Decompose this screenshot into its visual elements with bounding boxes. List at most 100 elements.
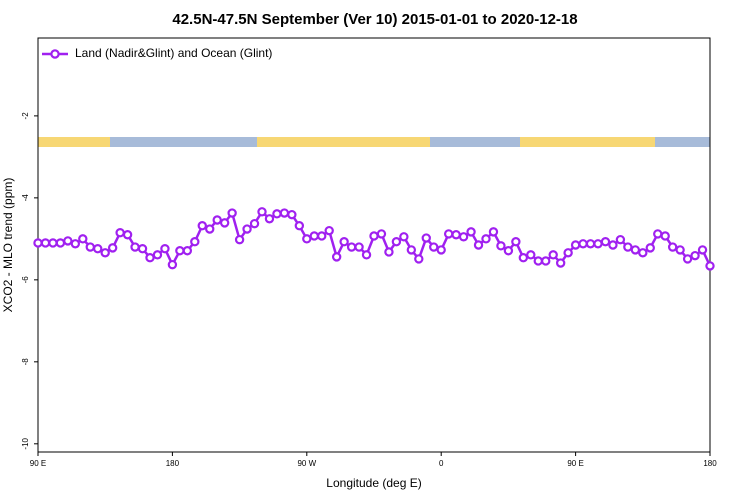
data-point [690,250,700,261]
data-point [55,238,66,248]
data-point [152,250,163,260]
land-ocean-strip [38,137,710,147]
data-point [361,250,372,260]
x-tick-label: 0 [439,459,444,468]
data-point [481,234,491,244]
y-tick-label: -2 [21,112,30,120]
data-point [122,230,133,240]
x-axis-label: Longitude (deg E) [326,476,421,490]
data-point [309,231,319,241]
data-point [376,229,387,239]
chart-title: 42.5N-47.5N September (Ver 10) 2015-01-0… [172,11,577,28]
x-tick-label: 90 E [567,459,583,468]
data-point [384,247,394,257]
data-point [675,245,685,255]
data-point [518,253,529,263]
data-point [511,237,521,247]
data-point [205,224,215,234]
data-point [197,221,207,231]
data-point [182,246,193,256]
data-point [145,253,155,263]
data-point [107,243,118,253]
legend-entry: Land (Nadir&Glint) and Ocean (Glint) [42,46,272,60]
data-point [257,207,267,217]
data-point [346,242,357,252]
data-point [429,242,439,252]
data-point [100,248,110,258]
data-point [234,234,245,245]
data-point [242,224,252,234]
data-point [623,242,633,252]
data-point [33,238,43,248]
data-point [354,242,364,252]
data-point [526,250,536,260]
data-point [503,246,514,256]
data-point [667,242,678,252]
data-point [458,232,469,242]
data-point [682,254,693,264]
data-point [414,254,424,264]
data-point [630,245,641,255]
data-point [570,240,581,250]
data-point [421,233,431,243]
data-point [488,227,499,237]
data-point [249,218,260,229]
data-point [272,209,282,219]
data-point [541,256,551,266]
data-point [563,248,573,258]
data-point [93,243,103,254]
data-point [331,252,342,262]
data-point [324,225,334,236]
data-point [294,221,305,231]
data-point [212,215,222,225]
data-point [578,239,588,249]
data-point [78,234,88,244]
data-point [63,236,73,246]
data-point [115,228,125,238]
data-point [653,229,663,239]
data-point [279,208,290,218]
data-point [645,243,655,253]
y-axis-label: XCO2 - MLO trend (ppm) [1,178,15,313]
data-point [85,242,95,252]
data-point [615,234,626,245]
y-tick-label: -6 [21,276,30,284]
data-point [227,208,237,218]
data-point [585,239,596,249]
data-point [496,241,506,251]
data-point [48,238,58,248]
data-point [436,245,446,255]
data-point [175,246,185,256]
data-point [317,231,327,241]
data-point [167,259,178,270]
data-point [406,245,417,255]
data-point [697,245,708,255]
data-point [219,218,230,228]
x-tick-label: 180 [703,459,717,468]
data-point [533,256,543,266]
data-point [451,230,461,240]
data-point [160,243,170,254]
y-tick-label: -8 [21,358,30,366]
data-point [130,242,140,252]
data-point [339,237,349,247]
data-point [466,227,476,237]
data-point [190,237,200,247]
data-point [399,232,409,242]
data-point [705,261,715,271]
data-point [391,237,402,247]
legend-label: Land (Nadir&Glint) and Ocean (Glint) [75,46,272,60]
data-point [660,231,670,241]
data-point [638,248,648,258]
data-point [70,239,81,249]
data-point [40,238,51,248]
data-point [608,240,618,250]
x-tick-label: 180 [166,459,180,468]
data-point [473,240,484,250]
data-point [600,237,611,247]
data-point [443,229,454,239]
data-point [548,250,558,260]
data-point [287,209,297,220]
data-point [555,258,566,268]
